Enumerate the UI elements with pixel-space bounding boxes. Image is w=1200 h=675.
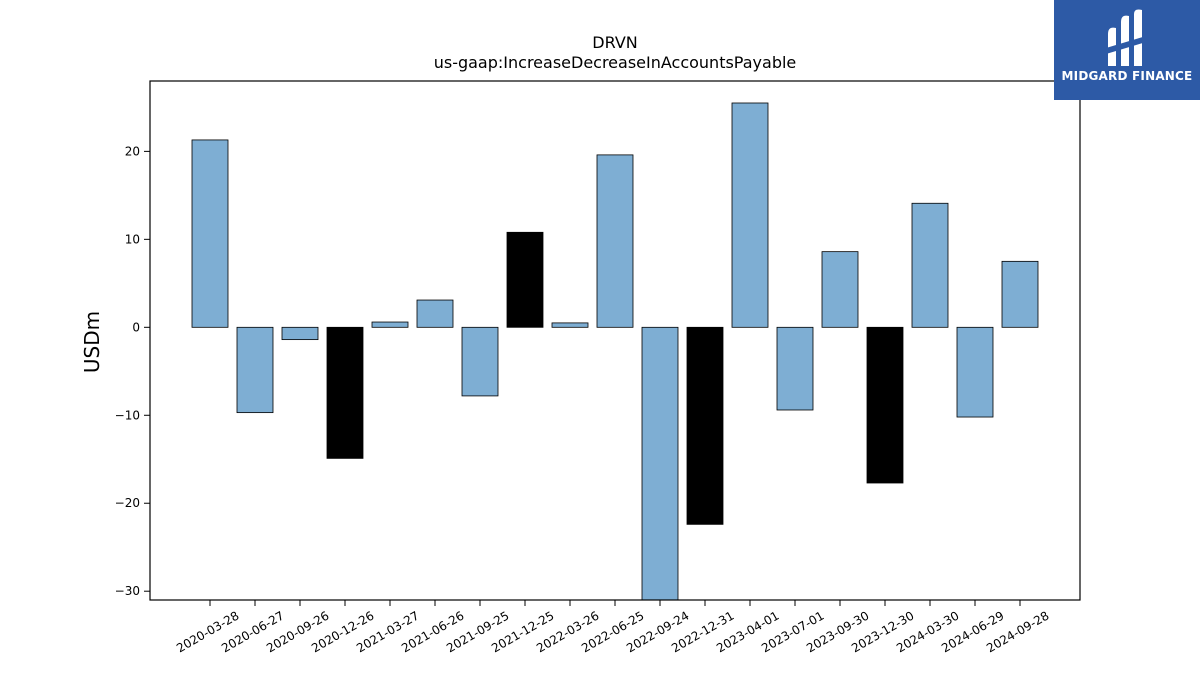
y-axis-ticks: −30 −20 −10 0 10 20 — [115, 144, 150, 598]
brand-name: MIDGARD FINANCE — [1061, 69, 1193, 83]
bar-2020-06-27 — [236, 326, 274, 414]
plot-frame — [149, 80, 1081, 601]
bar-2022-12-31 — [686, 326, 724, 525]
bar-2022-06-25 — [596, 154, 634, 328]
brand-logo: MIDGARD FINANCE — [1054, 0, 1200, 100]
bar-2021-12-25 — [506, 231, 544, 328]
y-tick-label: 10 — [125, 232, 140, 246]
bar-2020-12-26 — [326, 326, 364, 459]
bar-2024-06-29 — [956, 326, 994, 418]
bar-2024-03-30 — [911, 202, 949, 328]
bar-2022-09-24 — [641, 326, 679, 601]
bar-2022-03-26 — [551, 322, 589, 328]
midgard-logo-icon — [1106, 9, 1146, 67]
y-tick-label: 20 — [125, 144, 140, 158]
y-tick-label: −30 — [115, 584, 140, 598]
bar-2023-12-30 — [866, 326, 904, 484]
bar-2023-09-30 — [821, 251, 859, 328]
bar-2020-09-26 — [281, 326, 319, 341]
y-tick-label: −20 — [115, 496, 140, 510]
bars-group — [191, 102, 1039, 601]
y-tick-label: 0 — [132, 320, 140, 334]
bar-2023-07-01 — [776, 326, 814, 411]
bar-2021-03-27 — [371, 321, 409, 328]
chart-subtitle: us-gaap:IncreaseDecreaseInAccountsPayabl… — [434, 53, 797, 72]
bar-2020-03-28 — [191, 139, 229, 328]
bar-2023-04-01 — [731, 102, 769, 328]
y-tick-label: −10 — [115, 408, 140, 422]
bar-2021-09-25 — [461, 326, 499, 397]
x-axis-ticks: 2020-03-282020-06-272020-09-262020-12-26… — [174, 600, 1052, 655]
y-axis-label: USDm — [80, 311, 104, 373]
bar-2021-06-26 — [416, 299, 454, 328]
bar-2024-09-28 — [1001, 260, 1039, 328]
chart-title: DRVN — [592, 33, 637, 52]
